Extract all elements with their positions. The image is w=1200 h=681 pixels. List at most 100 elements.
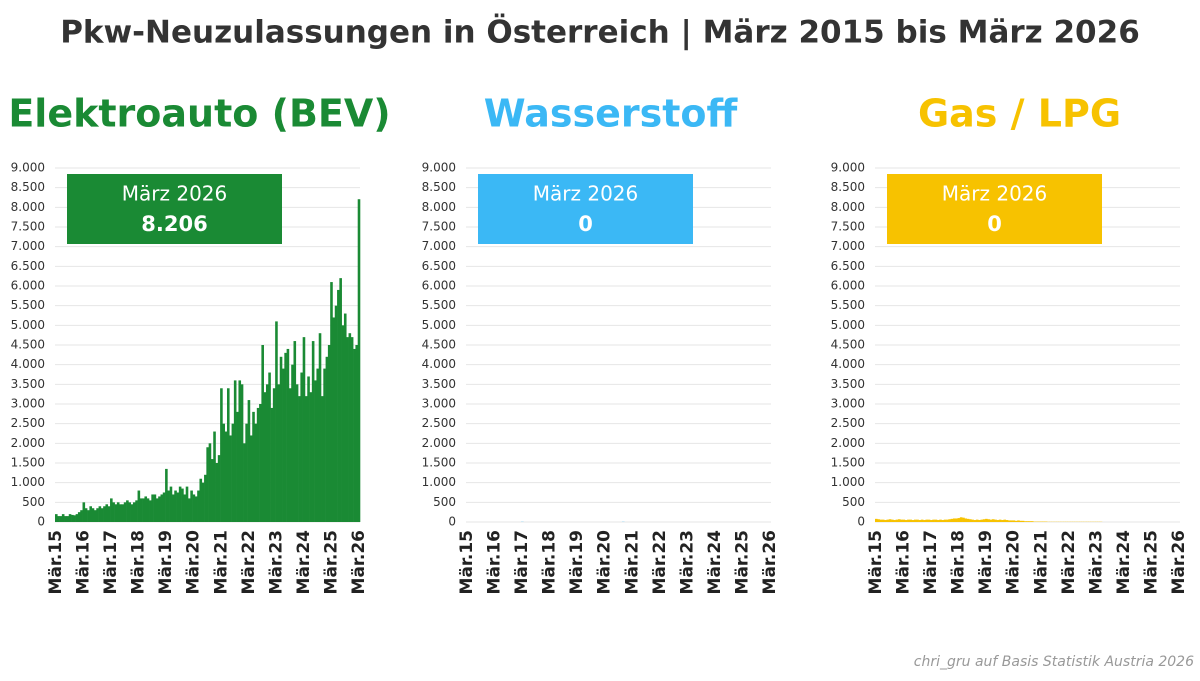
bar [939,519,942,522]
bar [343,313,347,522]
bar [332,317,336,522]
x-tick-label: Mär.24 [705,530,725,595]
y-tick-label: 1.000 [11,475,45,489]
bar [66,516,70,522]
bar [900,519,903,522]
bar [288,388,292,522]
bar [245,423,248,522]
x-tick-label: Mär.18 [129,530,149,594]
bar [962,517,965,522]
bar [918,520,922,522]
y-tick-label: 2.000 [422,436,456,450]
annotation-label: März 2026 [122,182,228,206]
bar [985,518,988,522]
bar [249,435,253,522]
bar [263,392,267,522]
bar [57,516,60,522]
bar [222,423,225,522]
bar [146,498,150,522]
panel-title: Elektroauto (BEV) [8,92,390,136]
bar [201,482,205,522]
bar [1003,519,1007,522]
y-tick-label: 6.500 [11,259,45,273]
bar [105,504,109,522]
x-tick-label: Mär.21 [211,530,231,594]
bar [119,504,122,522]
bar [93,510,97,522]
y-tick-label: 6.000 [831,279,865,293]
y-tick-label: 6.000 [11,279,45,293]
x-tick-label: Mär.25 [732,530,752,594]
bar [210,459,214,522]
bar [943,519,947,522]
bar [1008,520,1011,522]
bar [59,516,63,522]
bar [920,519,924,522]
x-tick-label: Mär.22 [650,530,670,594]
bar [256,407,260,522]
y-tick-label: 5.500 [422,298,456,312]
y-tick-label: 1.500 [422,456,456,470]
bar [226,388,230,522]
y-tick-label: 6.500 [422,259,456,273]
y-tick-label: 5.000 [11,318,45,332]
bar [302,337,306,522]
bar [279,356,283,522]
bar [137,490,141,522]
y-tick-label: 4.000 [11,357,45,371]
bar [252,411,255,522]
bar [55,514,58,522]
x-tick-label: Mär.23 [266,530,286,594]
bar [350,337,354,522]
bar [178,486,182,522]
bar [1014,520,1018,522]
bar [980,519,984,522]
y-tick-label: 8.500 [11,180,45,194]
bar [268,372,271,522]
bar [893,520,896,522]
x-tick-label: Mär.20 [184,530,204,595]
bar [930,520,933,522]
y-tick-label: 0 [857,515,865,529]
bar [955,518,958,522]
bar [84,508,88,522]
y-tick-label: 9.000 [422,161,456,175]
bar [330,282,333,522]
bar [135,500,138,522]
y-tick-label: 7.000 [831,239,865,253]
bar [293,341,297,522]
x-tick-label: Mär.19 [976,530,996,594]
bar [1028,521,1032,522]
bar [68,514,72,522]
bar [110,498,113,522]
bar [987,519,990,522]
bar [112,502,115,522]
annotation-value: 0 [987,212,1002,236]
bar [946,519,949,522]
bar [971,519,974,522]
bar [300,372,303,522]
y-tick-label: 8.500 [831,180,865,194]
bar [160,494,164,522]
bar [265,384,269,522]
bar [927,519,931,522]
bar [311,341,315,522]
bar [261,345,264,522]
bar [192,494,196,522]
bar [936,520,940,522]
y-tick-label: 1.000 [422,475,456,489]
bar [217,455,221,522]
bar [978,520,981,522]
y-tick-label: 7.500 [422,220,456,234]
bar [73,515,76,522]
x-tick-label: Mär.22 [239,530,259,594]
bar [270,407,274,522]
page-title: Pkw-Neuzulassungen in Österreich | März … [60,14,1140,51]
bar [1001,520,1004,522]
bar [355,345,359,522]
x-tick-label: Mär.17 [921,530,941,594]
y-tick-label: 3.500 [422,377,456,391]
annotation-box [478,174,693,244]
bar [204,474,207,522]
panel-title: Wasserstoff [484,92,739,136]
